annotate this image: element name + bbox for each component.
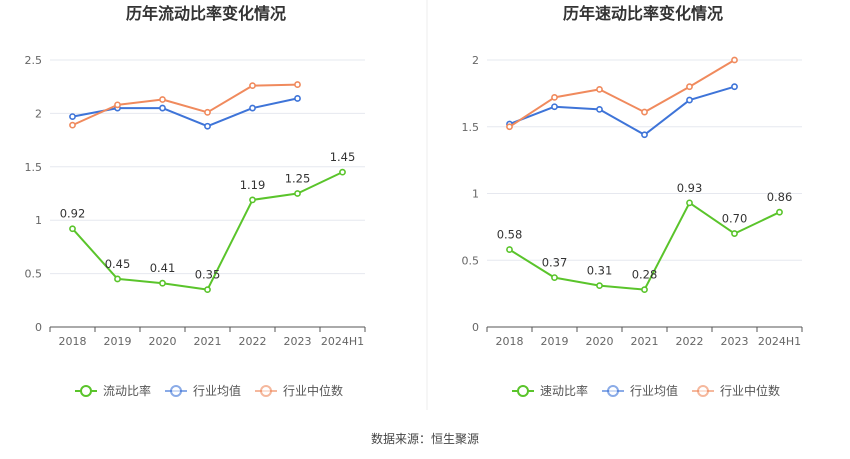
chart2-point-median [506, 123, 513, 131]
chart2-legend-label-avg[interactable]: 行业均值 [630, 383, 678, 398]
chart2-data-label: 0.28 [632, 268, 658, 282]
chart2-data-label: 0.37 [542, 256, 568, 270]
chart1-point-median [159, 96, 166, 103]
chart2-x-tick-label: 2019 [541, 335, 569, 348]
chart2-point-main [596, 282, 603, 290]
chart1-title: 历年流动比率变化情况 [126, 4, 286, 23]
chart1-series-line-avg [72, 97, 298, 128]
chart1-data-label: 1.45 [330, 150, 356, 164]
chart1-point-median [204, 108, 211, 116]
chart1-legend-label-median[interactable]: 行业中位数 [283, 383, 343, 398]
chart1-point-median [114, 101, 121, 109]
chart1-legend-label-main[interactable]: 流动比率 [103, 383, 151, 398]
chart2-point-median [551, 93, 558, 101]
chart1-x-tick-label: 2023 [284, 335, 312, 348]
chart1-series-line-median [72, 83, 298, 127]
chart2-legend-label-main[interactable]: 速动比率 [540, 383, 588, 398]
chart1-data-label: 0.41 [150, 261, 176, 275]
chart2-point-main [686, 199, 693, 207]
chart2-series-line-avg [509, 85, 735, 136]
chart1-point-avg [69, 113, 76, 121]
chart2-legend-marker-median[interactable] [697, 385, 709, 397]
chart2-x-tick-label: 2022 [676, 335, 704, 348]
chart2-x-tick-label: 2021 [631, 335, 659, 348]
chart1-x-tick-label: 2020 [149, 335, 177, 348]
chart1-point-median [249, 82, 256, 90]
chart2-point-median [641, 108, 648, 116]
source-note: 数据来源：恒生聚源 [371, 431, 479, 446]
chart1-x-tick-label: 2019 [104, 335, 132, 348]
chart1-y-tick-label: 2.5 [25, 54, 43, 67]
chart2-x-tick-label: 2018 [496, 335, 524, 348]
chart2-point-avg [731, 83, 738, 91]
chart1-point-main [249, 196, 256, 204]
chart2-point-avg [686, 96, 693, 104]
chart2-legend-marker-main[interactable] [517, 385, 529, 397]
chart2-y-tick-label: 0 [472, 321, 479, 334]
chart1-point-main [204, 286, 211, 294]
chart1-y-tick-label: 0 [35, 321, 42, 334]
chart1-data-label: 0.45 [105, 257, 131, 271]
chart1-point-avg [249, 104, 256, 112]
chart1-y-tick-label: 1 [35, 214, 42, 227]
chart1-legend-label-avg[interactable]: 行业均值 [193, 383, 241, 398]
chart2-legend-label-median[interactable]: 行业中位数 [720, 383, 780, 398]
chart1-y-tick-label: 2 [35, 107, 42, 120]
chart2-title: 历年速动比率变化情况 [563, 4, 723, 23]
chart1-point-main [69, 225, 76, 233]
chart1-legend-marker-main[interactable] [80, 385, 92, 397]
chart1-x-tick-label: 2021 [194, 335, 222, 348]
chart1-data-label: 1.25 [285, 172, 311, 186]
chart1-x-tick-label: 2022 [239, 335, 267, 348]
chart2-y-tick-label: 2 [472, 54, 479, 67]
chart1-x-tick-label: 2024H1 [321, 335, 364, 348]
chart2-data-label: 0.86 [767, 190, 793, 204]
chart1-legend-marker-avg[interactable] [170, 385, 182, 397]
chart2-y-tick-label: 1 [472, 188, 479, 201]
chart1-point-median [69, 121, 76, 129]
chart1-data-label: 0.92 [60, 207, 86, 221]
chart2-point-avg [641, 131, 648, 139]
chart2-x-tick-label: 2023 [721, 335, 749, 348]
chart2-data-label: 0.93 [677, 181, 703, 195]
chart1-legend-marker-median[interactable] [260, 385, 272, 397]
chart2-x-tick-label: 2020 [586, 335, 614, 348]
chart1-data-label: 0.35 [195, 268, 221, 282]
chart2-point-main [776, 208, 783, 216]
chart1-point-main [159, 279, 166, 287]
chart2-data-label: 0.31 [587, 264, 613, 278]
chart1-point-avg [294, 95, 301, 102]
chart2-point-main [641, 286, 648, 294]
chart1-data-label: 1.19 [240, 178, 266, 192]
chart1-point-main [114, 275, 121, 283]
chart2-point-main [506, 246, 513, 253]
chart2-legend-marker-avg[interactable] [607, 385, 619, 397]
chart1-point-avg [204, 122, 211, 130]
chart1-point-median [294, 81, 301, 88]
chart2-point-main [551, 274, 558, 282]
chart2-data-label: 0.70 [722, 212, 748, 226]
chart2-point-median [596, 85, 603, 93]
chart1-x-tick-label: 2018 [59, 335, 87, 348]
chart1-point-main [339, 168, 346, 176]
chart2-point-median [686, 83, 693, 91]
chart2-point-main [731, 230, 738, 237]
chart1-point-avg [159, 104, 166, 112]
chart2-y-tick-label: 0.5 [462, 254, 480, 267]
chart2-point-avg [551, 103, 558, 111]
chart2-point-median [731, 56, 738, 64]
chart1-y-tick-label: 0.5 [25, 268, 43, 281]
chart2-x-tick-label: 2024H1 [758, 335, 801, 348]
chart2-series-line-median [508, 59, 736, 128]
chart1-y-tick-label: 1.5 [25, 161, 43, 174]
chart2-point-avg [596, 105, 603, 113]
chart2-data-label: 0.58 [497, 228, 523, 242]
chart2-y-tick-label: 1.5 [462, 121, 480, 134]
chart1-point-main [294, 190, 301, 197]
